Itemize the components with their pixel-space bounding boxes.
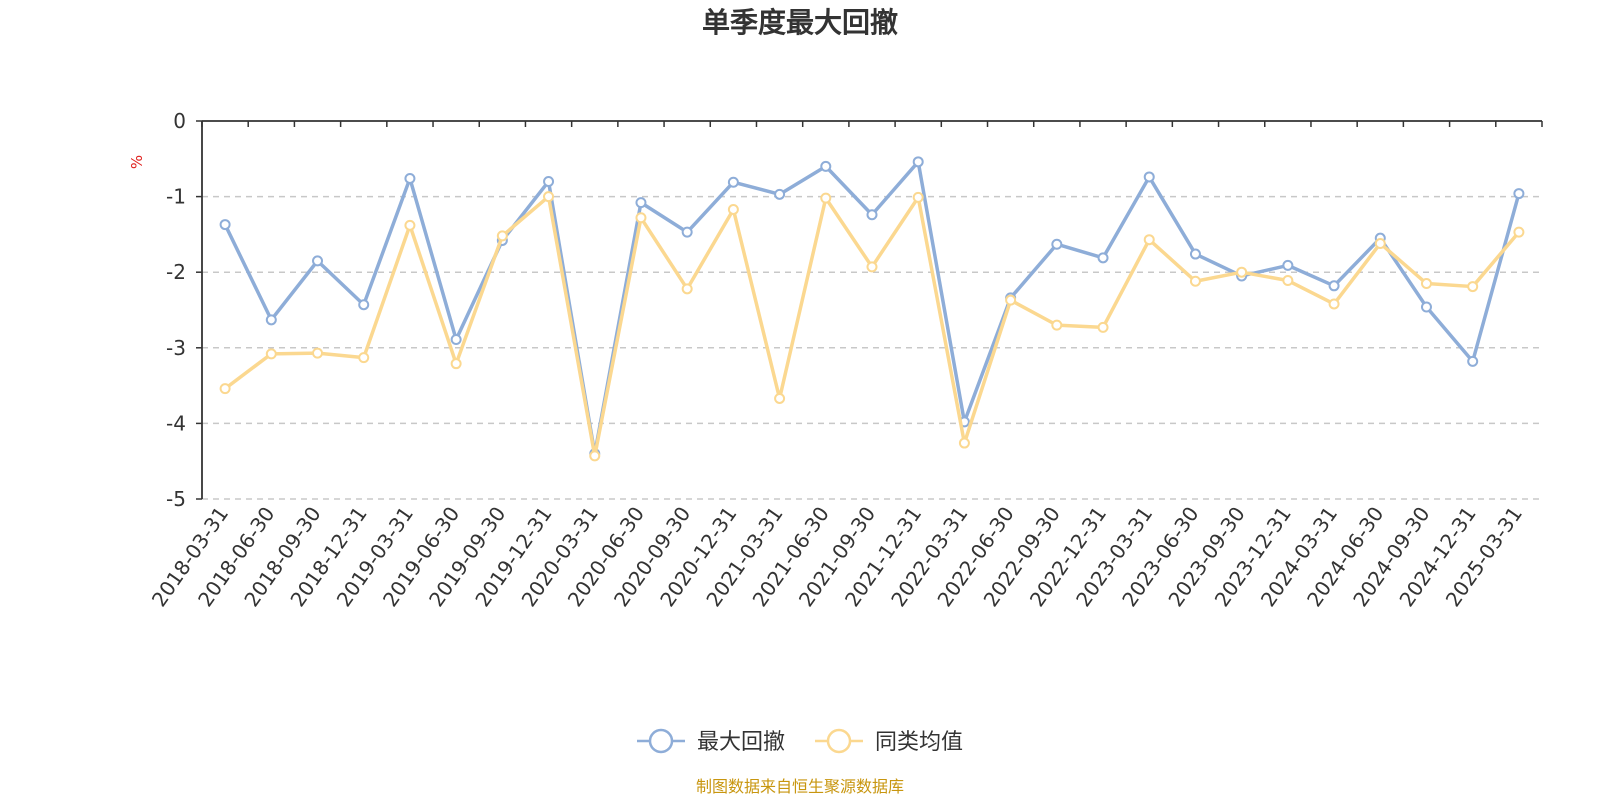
legend-label: 最大回撤 xyxy=(697,730,785,755)
data-point[interactable] xyxy=(1143,234,1155,246)
data-point[interactable] xyxy=(635,212,647,224)
data-point[interactable] xyxy=(774,188,786,200)
data-point[interactable] xyxy=(774,392,786,404)
data-point[interactable] xyxy=(866,209,878,221)
y-axis-unit-label: % xyxy=(128,155,146,169)
data-point[interactable] xyxy=(958,437,970,449)
data-point[interactable] xyxy=(1143,171,1155,183)
data-point[interactable] xyxy=(1189,248,1201,260)
x-tick-labels: 2018-03-312018-06-302018-09-302018-12-31… xyxy=(147,502,1527,611)
data-point[interactable] xyxy=(1097,321,1109,333)
data-point[interactable] xyxy=(820,192,832,204)
data-point[interactable] xyxy=(1282,275,1294,287)
data-point[interactable] xyxy=(727,203,739,215)
data-point[interactable] xyxy=(1005,294,1017,306)
series-line xyxy=(223,194,1521,458)
y-tick-label: 0 xyxy=(173,109,186,133)
data-point[interactable] xyxy=(1051,319,1063,331)
data-point[interactable] xyxy=(312,347,324,359)
data-point[interactable] xyxy=(404,219,416,231)
legend: 最大回撤 同类均值 xyxy=(637,728,963,755)
series-1 xyxy=(219,156,1525,460)
data-point[interactable] xyxy=(543,191,555,203)
data-point[interactable] xyxy=(543,175,555,187)
data-point[interactable] xyxy=(912,156,924,168)
data-point[interactable] xyxy=(219,383,231,395)
data-point[interactable] xyxy=(1097,252,1109,264)
data-point[interactable] xyxy=(727,176,739,188)
data-point[interactable] xyxy=(1051,238,1063,250)
data-point[interactable] xyxy=(265,314,277,326)
data-point[interactable] xyxy=(1467,355,1479,367)
legend-label: 同类均值 xyxy=(875,730,963,755)
series-2 xyxy=(219,191,1525,462)
data-point[interactable] xyxy=(1236,266,1248,278)
source-note: 制图数据来自恒生聚源数据库 xyxy=(696,777,904,796)
data-point[interactable] xyxy=(358,352,370,364)
data-point[interactable] xyxy=(1189,275,1201,287)
legend-circle-marker xyxy=(648,728,674,754)
y-tick-label: -4 xyxy=(166,411,186,435)
data-point[interactable] xyxy=(219,219,231,231)
legend-item[interactable]: 最大回撤 xyxy=(637,728,785,755)
data-point[interactable] xyxy=(1328,298,1340,310)
data-point[interactable] xyxy=(681,226,693,238)
data-point[interactable] xyxy=(496,230,508,242)
y-tick-label: -3 xyxy=(166,336,186,360)
data-point[interactable] xyxy=(589,450,601,462)
y-tick-label: -2 xyxy=(166,260,186,284)
data-point[interactable] xyxy=(404,172,416,184)
legend-item[interactable]: 同类均值 xyxy=(815,728,963,755)
data-point[interactable] xyxy=(820,160,832,172)
data-point[interactable] xyxy=(681,283,693,295)
data-point[interactable] xyxy=(1420,301,1432,313)
data-point[interactable] xyxy=(1513,188,1525,200)
data-point[interactable] xyxy=(866,261,878,273)
axes xyxy=(196,120,1543,500)
data-point[interactable] xyxy=(450,333,462,345)
y-tick-labels: 0 -1 -2 -3 -4 -5 xyxy=(166,109,186,511)
chart-title: 单季度最大回撤 xyxy=(702,6,898,39)
data-point[interactable] xyxy=(265,348,277,360)
data-point[interactable] xyxy=(635,197,647,209)
y-tick-label: -5 xyxy=(166,487,186,511)
data-point[interactable] xyxy=(312,255,324,267)
data-point[interactable] xyxy=(358,299,370,311)
data-point[interactable] xyxy=(912,191,924,203)
data-point[interactable] xyxy=(1282,259,1294,271)
series-line xyxy=(223,160,1521,456)
data-point[interactable] xyxy=(1513,226,1525,238)
data-point[interactable] xyxy=(1420,278,1432,290)
data-point[interactable] xyxy=(1467,281,1479,293)
y-tick-label: -1 xyxy=(166,185,186,209)
data-point[interactable] xyxy=(450,358,462,370)
data-point[interactable] xyxy=(1374,237,1386,249)
data-point[interactable] xyxy=(1328,280,1340,292)
legend-circle-marker xyxy=(826,728,852,754)
series-lines xyxy=(219,156,1525,462)
